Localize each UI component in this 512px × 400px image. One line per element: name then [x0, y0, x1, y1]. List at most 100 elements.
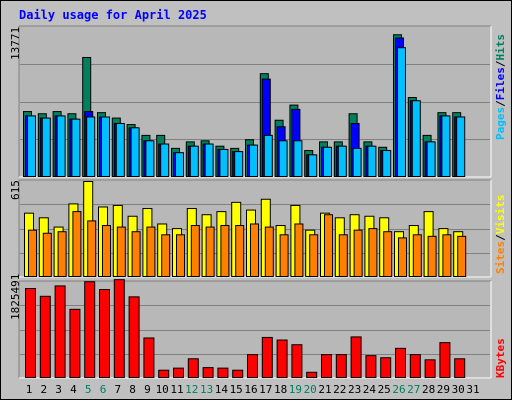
x-tick-label: 31 [466, 383, 480, 396]
sites-bar [309, 234, 319, 277]
sites-bar [398, 237, 407, 277]
kbytes-bar [306, 371, 318, 379]
pages-bar [382, 150, 392, 178]
x-tick-label: 30 [451, 383, 465, 396]
legend-hits-files-pages: Pages/Files/Hits [494, 34, 507, 140]
sites-bar [427, 235, 437, 278]
sites-bar [383, 231, 393, 277]
x-tick-label: 19 [288, 383, 303, 396]
sites-bar [176, 234, 185, 277]
kbytes-bar [247, 354, 258, 378]
kbytes-bar [321, 354, 332, 378]
kbytes-bar [261, 336, 273, 378]
x-tick-label: 21 [318, 383, 332, 396]
pages-bar [411, 100, 421, 177]
pages-bar [367, 145, 377, 178]
kbytes-bar [409, 354, 421, 378]
x-tick-label: 14 [214, 383, 229, 396]
legend-files: Files [494, 67, 507, 101]
legend-hits: Hits [494, 34, 507, 61]
sites-bar [161, 234, 171, 277]
pages-bar [323, 146, 332, 178]
kbytes-bar [54, 285, 66, 378]
x-tick-label: 23 [347, 383, 362, 396]
sites-bar [264, 226, 274, 277]
kbytes-bar [25, 288, 36, 379]
x-tick-label: 27 [407, 383, 421, 396]
pages-bar [160, 143, 170, 177]
x-tick-label: 28 [421, 383, 436, 396]
legend-visits: Visits [494, 194, 507, 235]
x-tick-label: 3 [55, 383, 62, 396]
legend-sites: Sites [494, 240, 507, 274]
sites-bar [102, 225, 111, 277]
pages-bar [204, 143, 214, 177]
pages-bar [86, 116, 96, 177]
x-tick-label: 16 [244, 383, 258, 396]
kbytes-bar [173, 367, 184, 379]
kbytes-bar [424, 359, 436, 378]
pages-bar [308, 154, 318, 177]
kbytes-bar [202, 367, 214, 378]
sites-bar [146, 226, 156, 277]
kbytes-bar [291, 344, 303, 378]
kbytes-bar [113, 279, 125, 378]
pages-bar [249, 144, 258, 177]
kbytes-bar [365, 355, 377, 378]
kbytes-bar [143, 337, 155, 379]
sites-bar [324, 214, 333, 277]
x-tick-label: 24 [362, 383, 377, 396]
legend-pages: Pages [494, 106, 507, 140]
kbytes-bar [217, 367, 229, 379]
x-tick-label: 20 [303, 383, 317, 396]
x-tick-label: 6 [99, 383, 107, 396]
kbytes-bar [99, 289, 110, 378]
x-tick-label: 1 [25, 383, 33, 396]
sites-bar [57, 231, 67, 277]
x-tick-label: 5 [84, 383, 92, 396]
sites-bar [190, 225, 200, 277]
x-tick-label: 2 [40, 383, 48, 396]
sites-bar [28, 229, 37, 278]
sites-bar [294, 223, 304, 277]
hits-ymax-label: 13771 [9, 26, 22, 60]
pages-bar [278, 140, 288, 177]
sites-bar [131, 231, 141, 277]
x-tick-label: 9 [144, 383, 151, 396]
x-tick-label: 13 [199, 383, 214, 396]
kbytes-bar [232, 369, 244, 379]
pages-bar [456, 116, 466, 177]
kbytes-bar [454, 358, 466, 379]
x-tick-label: 26 [392, 383, 406, 396]
kbytes-bar [187, 358, 199, 379]
kbytes-ymax-label: 1825491 [9, 273, 22, 320]
kbytes-bar [276, 339, 288, 379]
kbytes-bar [395, 347, 406, 378]
kbytes-bar [69, 308, 81, 379]
kbytes-bar [350, 336, 362, 378]
pages-bar [27, 115, 36, 178]
kbytes-bar [158, 369, 170, 379]
legend-visits-sites: Sites/Visits [494, 195, 507, 275]
x-tick-label: 10 [155, 383, 169, 396]
sites-bar [87, 220, 97, 277]
kbytes-bar [439, 342, 451, 378]
sites-bar [442, 234, 452, 277]
legend-kbytes: KBytes [494, 338, 507, 378]
x-tick-label: 12 [185, 383, 199, 396]
pages-bar [219, 148, 229, 178]
pages-bar [337, 145, 347, 178]
pages-bar [130, 127, 140, 177]
sites-bar [250, 223, 259, 277]
x-tick-label: 29 [436, 383, 451, 396]
x-tick-label: 22 [333, 383, 347, 396]
sites-bar [116, 226, 126, 277]
sites-bar [279, 234, 289, 277]
x-tick-label: 11 [170, 383, 184, 396]
pages-bar [263, 134, 273, 177]
kbytes-bar [39, 295, 51, 379]
sites-bar [338, 234, 348, 277]
kbytes-bar [380, 357, 392, 378]
sites-bar [72, 211, 82, 277]
